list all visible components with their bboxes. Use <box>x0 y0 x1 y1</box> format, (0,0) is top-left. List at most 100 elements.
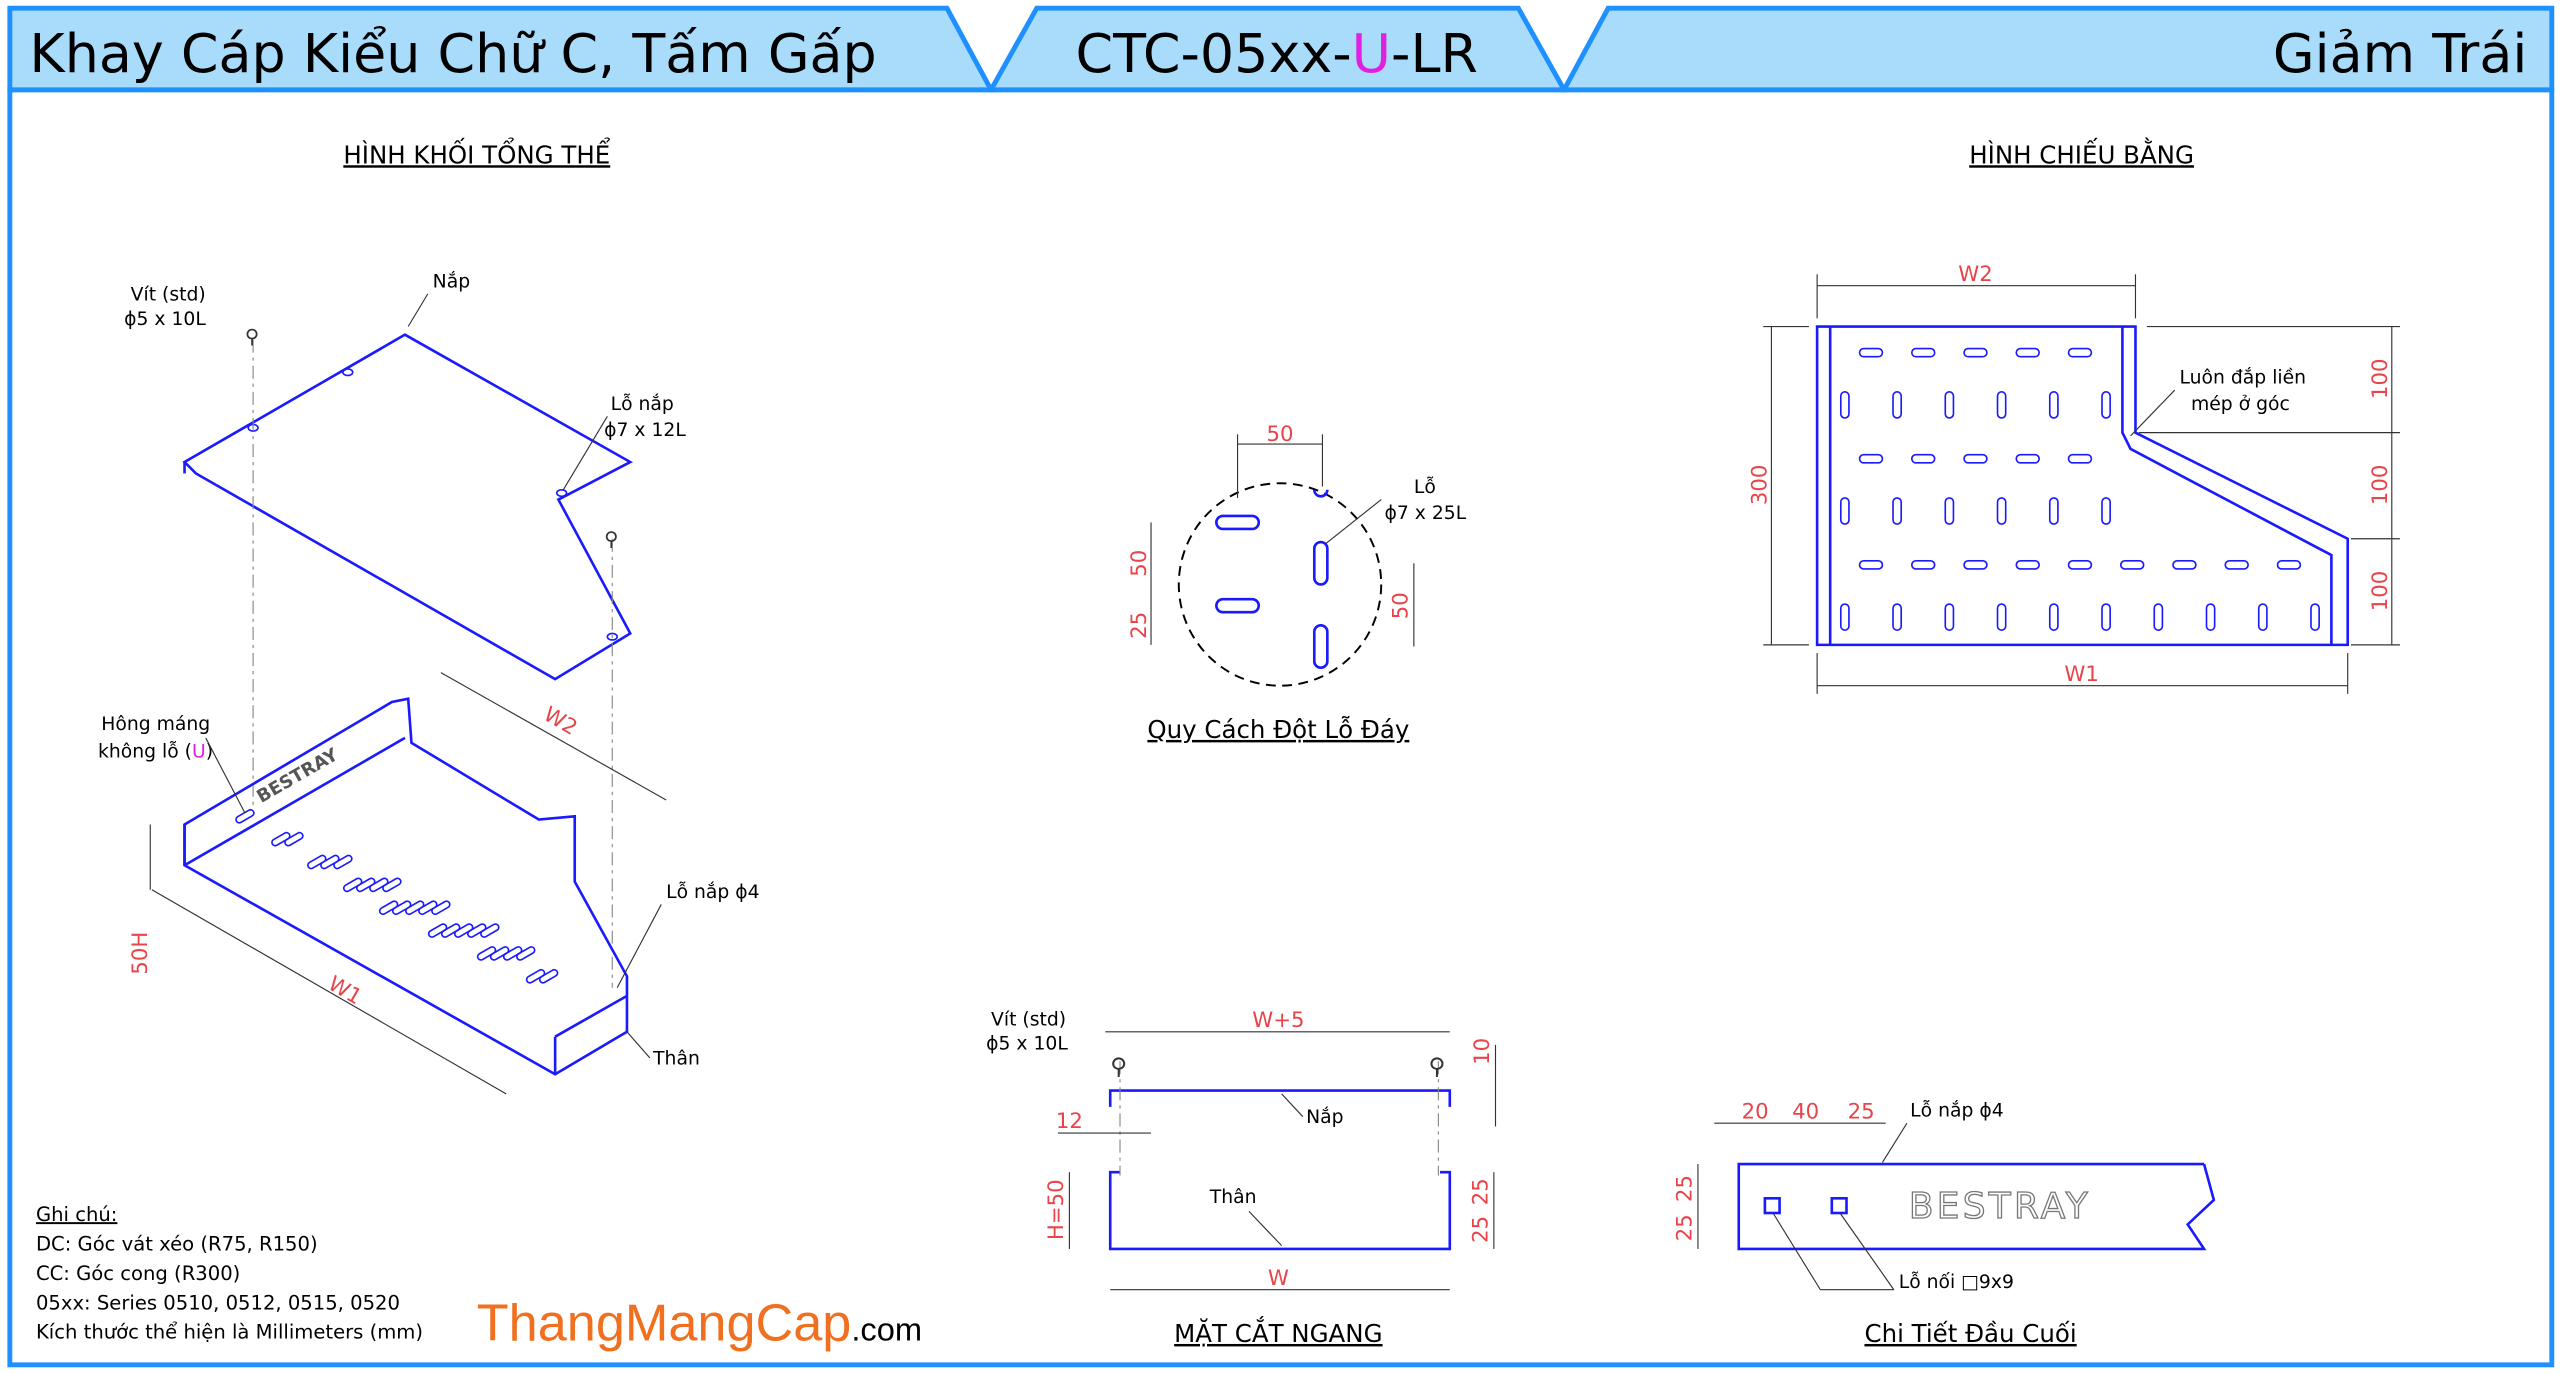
end-detail-title: Chi Tiết Đầu Cuối <box>1864 1319 2076 1348</box>
svg-text:25: 25 <box>1672 1214 1697 1241</box>
slot <box>427 923 448 938</box>
slot <box>525 968 546 984</box>
svg-text:W1: W1 <box>324 971 366 1010</box>
svg-text:100: 100 <box>2368 465 2393 506</box>
section-lid <box>1108 1089 1452 1107</box>
slot <box>2153 603 2164 631</box>
slot <box>235 808 255 824</box>
svg-text:Nắp: Nắp <box>1306 1105 1343 1128</box>
svg-text:12: 12 <box>1056 1109 1083 1134</box>
slot <box>1839 603 1850 631</box>
svg-text:25: 25 <box>1468 1178 1493 1205</box>
joint-hole <box>1830 1197 1848 1215</box>
svg-text:100: 100 <box>2368 571 2393 612</box>
slot <box>1944 603 1955 631</box>
svg-text:không lỗ (U): không lỗ (U) <box>98 741 213 763</box>
svg-text:50: 50 <box>1127 550 1152 577</box>
slot <box>1892 497 1903 525</box>
slot <box>2172 559 2197 570</box>
screw-icon: ⚲ <box>1110 1054 1127 1080</box>
slot <box>1892 603 1903 631</box>
slot <box>2224 559 2249 570</box>
slot <box>382 877 402 893</box>
svg-text:Thân: Thân <box>652 1048 700 1069</box>
screw-icon: ⚲ <box>1429 1054 1446 1080</box>
plan-view-title: HÌNH CHIẾU BẰNG <box>1969 137 2194 169</box>
header: Khay Cáp Kiểu Chữ C, Tấm Gấp CTC-05xx-U-… <box>7 5 2555 93</box>
end-detail: BESTRAY 20 40 25 Lỗ nắp ϕ4 25 25 Lỗ nối … <box>1672 1099 2216 1348</box>
svg-text:mép ở góc: mép ở góc <box>2191 394 2290 415</box>
note-line: 05xx: Series 0510, 0512, 0515, 0520 <box>36 1291 400 1314</box>
svg-text:20: 20 <box>1742 1099 1769 1124</box>
slot <box>356 877 376 893</box>
plan-slots <box>1839 347 2320 631</box>
brand-logo: ThangMangCap.com <box>477 1294 922 1352</box>
svg-text:10: 10 <box>1470 1038 1495 1065</box>
svg-text:Lỗ nắp ϕ4: Lỗ nắp ϕ4 <box>1910 1099 2004 1122</box>
hole-pattern: 50 50 25 50 Lỗ ϕ7 x 25L Quy Cách Đột Lỗ … <box>1127 422 1467 744</box>
slot <box>476 946 497 961</box>
svg-text:25: 25 <box>1848 1099 1875 1124</box>
section-body <box>1108 1170 1452 1251</box>
note-line: CC: Góc cong (R300) <box>36 1262 240 1285</box>
svg-text:ϕ7 x 25L: ϕ7 x 25L <box>1384 503 1466 524</box>
slot <box>2276 559 2302 570</box>
slot <box>2015 347 2040 358</box>
slot <box>1996 603 2007 631</box>
end-detail-outline <box>1737 1162 2216 1251</box>
slot <box>342 877 363 893</box>
slot <box>1910 453 1936 464</box>
note-line: DC: Góc vát xéo (R75, R150) <box>36 1233 318 1256</box>
slot <box>2101 497 2111 525</box>
slot <box>1892 391 1903 419</box>
svg-text:ϕ5 x 10L: ϕ5 x 10L <box>124 309 206 330</box>
note-line: Kích thước thể hiện là Millimeters (mm) <box>36 1321 423 1344</box>
cross-section-title: MẶT CẮT NGANG <box>1174 1316 1382 1348</box>
slot <box>2067 559 2093 570</box>
svg-text:100: 100 <box>2368 359 2393 400</box>
slot <box>1963 559 1988 570</box>
slot <box>2015 453 2040 464</box>
svg-text:Luôn đắp liền: Luôn đắp liền <box>2180 366 2307 389</box>
plan-view: HÌNH CHIẾU BẰNG W2 W1 300 100 100 100 Lu… <box>1748 137 2400 694</box>
lid-outline <box>182 333 633 681</box>
svg-text:H=50: H=50 <box>1044 1179 1069 1240</box>
slot <box>489 946 510 961</box>
iso-view: HÌNH KHỐI TỔNG THỂ ⚲ ⚲ Vít (std) ϕ5 x 10… <box>98 136 760 1095</box>
slot <box>284 831 304 847</box>
svg-text:W: W <box>1268 1266 1289 1291</box>
slot <box>404 900 425 916</box>
slot <box>333 854 353 870</box>
svg-text:Lỗ nắp ϕ4: Lỗ nắp ϕ4 <box>666 880 760 903</box>
product-code: CTC-05xx-U-LR <box>1076 22 1478 85</box>
svg-text:ϕ5 x 10L: ϕ5 x 10L <box>986 1034 1068 1055</box>
svg-text:Thân: Thân <box>1209 1187 1257 1208</box>
slot <box>467 923 487 938</box>
svg-text:W2: W2 <box>1958 262 1992 287</box>
hole-pattern-title: Quy Cách Đột Lỗ Đáy <box>1147 715 1409 744</box>
svg-text:25: 25 <box>1672 1175 1697 1202</box>
floor-slots <box>235 808 559 984</box>
iso-view-title: HÌNH KHỐI TỔNG THỂ <box>343 136 610 169</box>
svg-text:50: 50 <box>1266 422 1293 447</box>
slot <box>480 923 500 938</box>
slot <box>453 923 474 938</box>
slot <box>369 877 389 893</box>
svg-text:ϕ7 x 12L: ϕ7 x 12L <box>604 420 686 441</box>
slot <box>516 946 536 961</box>
header-tab-right <box>1559 5 2555 93</box>
slot <box>307 854 327 870</box>
slot <box>440 923 461 938</box>
slot <box>1910 559 1936 570</box>
slot <box>2067 347 2093 358</box>
svg-text:Lỗ nối □9x9: Lỗ nối □9x9 <box>1899 1271 2014 1293</box>
product-title: Khay Cáp Kiểu Chữ C, Tấm Gấp <box>29 22 876 85</box>
svg-text:Vít (std): Vít (std) <box>991 1009 1066 1030</box>
slot <box>1910 347 1936 358</box>
svg-text:Lỗ nắp: Lỗ nắp <box>611 392 674 415</box>
slot <box>2119 559 2145 570</box>
slot <box>2067 453 2093 464</box>
slot <box>320 854 340 870</box>
svg-text:40: 40 <box>1792 1099 1819 1124</box>
